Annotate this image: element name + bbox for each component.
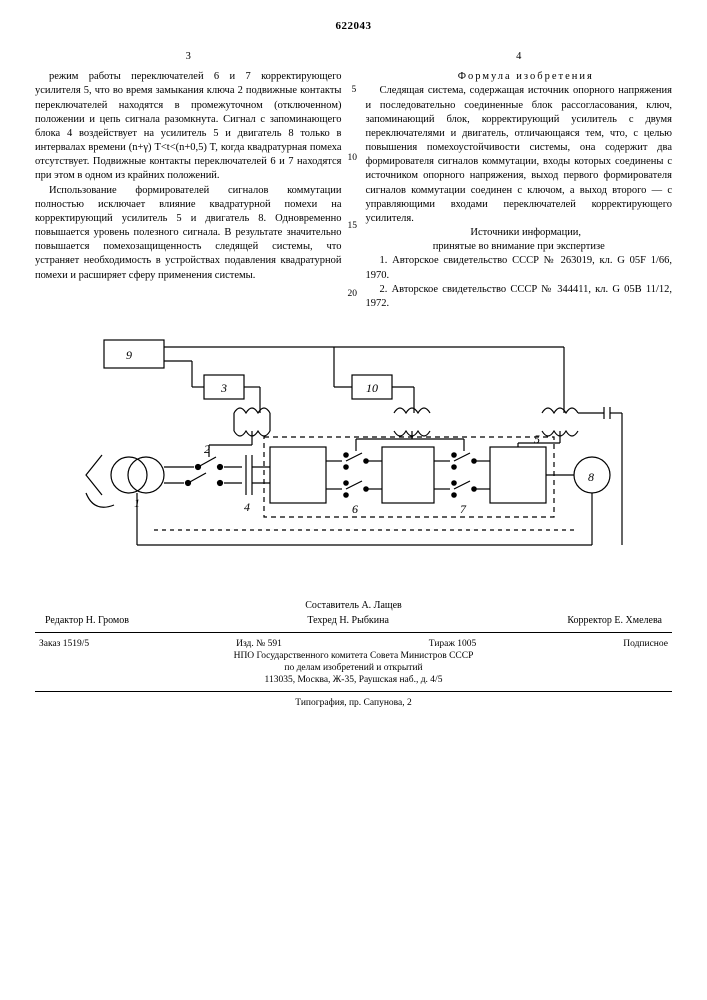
organization-1: НПО Государственного комитета Совета Мин… (35, 651, 672, 661)
organization-2: по делам изобретений и открытий (35, 663, 672, 673)
compiler-credit: Составитель А. Лащев (35, 600, 672, 611)
typography: Типография, пр. Сапунова, 2 (35, 698, 672, 708)
line-number: 20 (348, 288, 358, 301)
source-2: 2. Авторское свидетельство СССР № 344411… (366, 283, 673, 311)
techred-credit: Техред Н. Рыбкина (307, 615, 389, 626)
sources-subtitle: принятые во внимание при экспертизе (366, 240, 673, 254)
page-container: 622043 3 режим работы переключателей 6 и… (0, 0, 707, 740)
svg-text:3: 3 (220, 381, 227, 395)
left-paragraph-2: Использование формирователей сигналов ко… (35, 184, 342, 283)
edition-number: Изд. № 591 (236, 639, 282, 649)
page-number-left: 3 (35, 50, 342, 64)
svg-text:9: 9 (126, 348, 132, 362)
svg-text:6: 6 (352, 502, 358, 516)
imprint-block: Заказ 1519/5 Изд. № 591 Тираж 1005 Подпи… (35, 639, 672, 708)
svg-text:5: 5 (534, 432, 540, 446)
svg-text:7: 7 (460, 502, 467, 516)
svg-text:10: 10 (366, 381, 378, 395)
svg-text:8: 8 (588, 470, 594, 484)
line-number: 5 (352, 84, 357, 97)
circuit-diagram: 9 3 10 (74, 335, 634, 580)
organization-address: 113035, Москва, Ж-35, Раушская наб., д. … (35, 675, 672, 685)
formula-title: Формула изобретения (366, 70, 673, 84)
credits-row: Редактор Н. Громов Техред Н. Рыбкина Кор… (35, 615, 672, 626)
corrector-credit: Корректор Е. Хмелева (567, 615, 662, 626)
svg-text:4: 4 (244, 500, 250, 514)
claim-paragraph: Следящая система, содержащая источник оп… (366, 84, 673, 226)
left-paragraph-1: режим работы переключателей 6 и 7 коррек… (35, 70, 342, 183)
order-number: Заказ 1519/5 (39, 639, 89, 649)
text-columns: 3 режим работы переключателей 6 и 7 корр… (35, 50, 672, 311)
divider (35, 691, 672, 692)
line-number: 10 (348, 152, 358, 165)
print-run: Тираж 1005 (429, 639, 477, 649)
line-number: 15 (348, 220, 358, 233)
document-number: 622043 (35, 20, 672, 32)
divider (35, 632, 672, 633)
source-1: 1. Авторское свидетельство СССР № 263019… (366, 254, 673, 282)
imprint-row-1: Заказ 1519/5 Изд. № 591 Тираж 1005 Подпи… (35, 639, 672, 649)
diagram-svg: 9 3 10 (74, 335, 634, 580)
left-column: 3 режим работы переключателей 6 и 7 корр… (35, 50, 342, 311)
editor-credit: Редактор Н. Громов (45, 615, 129, 626)
credits-block: Составитель А. Лащев Редактор Н. Громов … (35, 600, 672, 708)
right-column: 4 5 10 15 20 Формула изобретения Следяща… (366, 50, 673, 311)
page-number-right: 4 (366, 50, 673, 64)
subscription: Подписное (623, 639, 668, 649)
sources-title: Источники информации, (366, 226, 673, 240)
